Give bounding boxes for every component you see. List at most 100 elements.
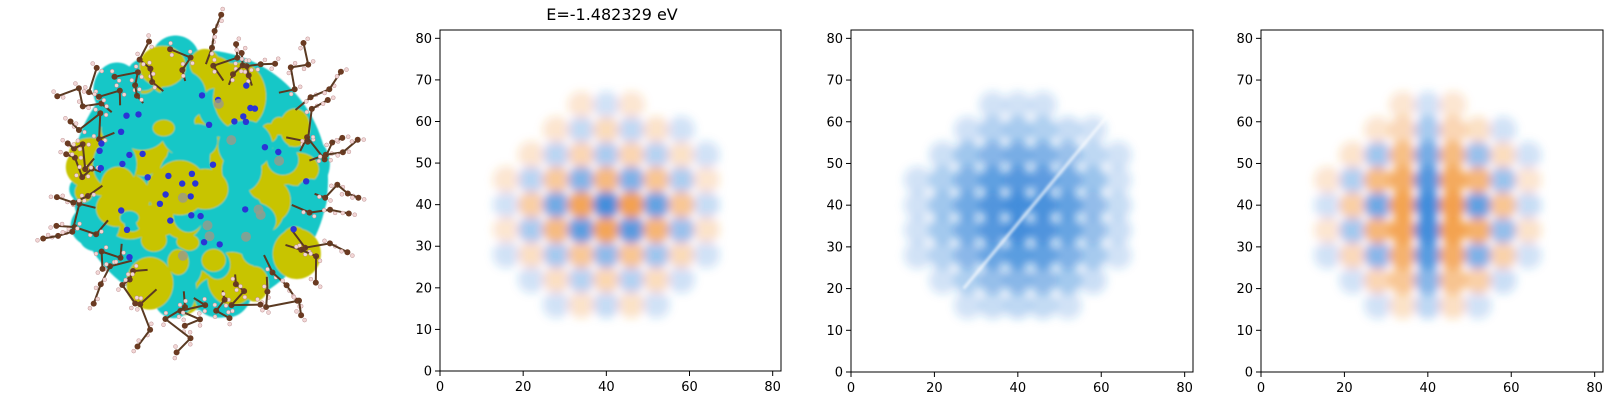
hydrogen-atom (76, 198, 82, 203)
nitrogen-atom (162, 191, 169, 198)
hydrogen-atom (322, 90, 327, 96)
nitrogen-atom (135, 111, 142, 118)
y-tick-label: 0 (835, 366, 843, 381)
hydrogen-atom (61, 95, 66, 100)
hydrogen-atom (316, 158, 322, 164)
heatmap-cell (492, 191, 521, 219)
y-tick-label: 80 (1236, 32, 1253, 47)
bond (138, 41, 150, 61)
carbon-atom (218, 11, 225, 18)
heatmap-cell (567, 166, 596, 194)
hydrogen-atom (135, 51, 140, 57)
x-tick-label: 80 (1176, 381, 1193, 396)
heatmap-cell (1414, 166, 1442, 194)
hydrogen-atom (212, 69, 217, 74)
y-tick-label: 50 (826, 157, 843, 172)
carbon-atom (54, 93, 61, 100)
carbon-atom (90, 300, 97, 307)
bond (263, 254, 274, 273)
hydrogen-atom (60, 193, 65, 199)
heatmap-cell (517, 166, 546, 194)
carbon-atom (345, 210, 352, 217)
hydrogen-atom (77, 164, 82, 170)
heatmap-cell (1364, 241, 1392, 269)
hydrogen-atom (238, 69, 244, 74)
hydrogen-atom (346, 134, 351, 139)
hydrogen-atom (91, 192, 97, 197)
heatmap-cell (642, 240, 670, 269)
hydrogen-atom (180, 61, 186, 67)
hydrogen-atom (77, 146, 83, 152)
bond (230, 290, 245, 306)
hydrogen-atom (255, 297, 260, 302)
hydrogen-atom (181, 317, 186, 322)
heatmap-cell (567, 116, 596, 144)
hydrogen-atom (51, 89, 56, 94)
isosurface-lobe (152, 119, 175, 137)
bond (56, 87, 80, 98)
y-tick-label: 60 (1236, 115, 1253, 130)
heatmap-cell (1029, 216, 1057, 244)
heatmap-cell (1054, 166, 1082, 194)
carbon-atom (324, 97, 331, 103)
carbon-atom (132, 300, 139, 307)
bond (212, 56, 238, 67)
carbon-atom (344, 249, 351, 256)
hydrogen-atom (99, 229, 104, 234)
hydrogen-atom (130, 272, 135, 277)
hydrogen-atom (90, 61, 95, 66)
heatmap-cell (617, 116, 645, 144)
hydrogen-atom (48, 194, 54, 200)
heatmap-cell (517, 215, 546, 244)
heatmap-cell (979, 166, 1007, 194)
bond (56, 224, 75, 228)
heatmap-cell (617, 91, 645, 119)
hydrogen-atom (95, 296, 100, 302)
metal-atom (204, 231, 215, 242)
hydrogen-atom (280, 278, 285, 283)
nitrogen-atom (290, 226, 297, 233)
heatmap-cell (1389, 116, 1417, 144)
bond (328, 71, 342, 90)
hydrogen-atom (137, 87, 142, 92)
hydrogen-atom (294, 244, 299, 249)
heatmap-cell (1054, 216, 1082, 244)
heatmap-cell (642, 215, 670, 244)
y-tick-label: 20 (1236, 282, 1253, 297)
heatmap-panel-1: 0 20 40 60 80 0 10 20 30 40 50 60 70 80 (415, 29, 782, 395)
heatmap-cell (1004, 141, 1032, 169)
carbon-atom (226, 315, 233, 322)
heatmap-cell (1079, 241, 1107, 269)
carbon-atom (257, 301, 264, 308)
heatmap-cell (1439, 241, 1467, 269)
heatmap-cell (1464, 291, 1492, 320)
hydrogen-atom (152, 85, 157, 90)
x-tick-label: 20 (1336, 381, 1353, 396)
bond (139, 303, 152, 331)
heatmap-cell (667, 265, 695, 294)
carbon-atom (181, 322, 188, 329)
heatmap-cell (1439, 91, 1467, 119)
hydrogen-atom (177, 302, 183, 308)
bond (309, 208, 331, 214)
heatmap-cell (542, 166, 571, 194)
heatmap-cell (1339, 191, 1367, 219)
hydrogen-atom (286, 70, 291, 76)
carbon-atom (300, 40, 307, 46)
hydrogen-atom (116, 287, 121, 292)
hydrogen-atom (60, 137, 65, 143)
heatmap-cell (1389, 166, 1417, 194)
heatmap-cell (667, 191, 695, 219)
bond (342, 139, 359, 154)
y-tick-label: 60 (415, 115, 432, 130)
nitrogen-atom (123, 112, 130, 119)
bond (136, 329, 151, 348)
nitrogen-atom (165, 172, 172, 180)
heatmap-cell (1414, 241, 1442, 269)
hydrogen-atom (133, 263, 139, 269)
x-tick-label: 0 (1257, 381, 1265, 396)
heatmap-cell (1439, 216, 1467, 244)
bond (71, 203, 81, 232)
y-tick-label: 60 (826, 115, 843, 130)
heatmap-cell (1004, 91, 1032, 119)
